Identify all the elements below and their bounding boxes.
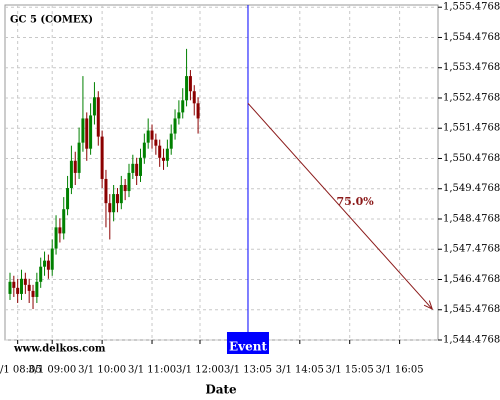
y-tick-label: 1,550.4768 [443, 153, 500, 164]
candle-body [85, 118, 89, 149]
y-tick-label: 1,553.4768 [443, 62, 500, 73]
y-tick-label: 1,547.4768 [443, 244, 500, 255]
y-tick-label: 1,552.4768 [443, 92, 500, 103]
chart-title: GC 5 (COMEX) [10, 15, 93, 26]
candle-body [108, 203, 112, 213]
x-tick-label: 3/1 13:05 [224, 365, 272, 376]
x-axis-label: Date [205, 383, 237, 397]
y-tick-label: 1,551.4768 [443, 123, 500, 134]
y-tick-label: 1,554.4768 [443, 32, 500, 43]
candle-body [81, 118, 85, 143]
candle-body [66, 188, 70, 210]
x-tick-label: 3/1 12:00 [176, 365, 224, 376]
candle-body [43, 260, 47, 267]
candle-body [20, 278, 24, 294]
projection-arrow [247, 102, 433, 310]
candle-body [192, 91, 196, 104]
candle-body [185, 76, 189, 101]
candle-body [100, 136, 104, 179]
candle-body [89, 115, 93, 149]
candle-body [115, 194, 119, 204]
candle-body [16, 287, 20, 294]
candle-body [131, 163, 135, 173]
candle-body [27, 284, 31, 291]
candle-body [127, 172, 131, 192]
x-tick-label: 3/1 08:05 [0, 365, 42, 376]
candle-body [35, 281, 39, 297]
y-tick-label: 1,548.4768 [443, 213, 500, 224]
y-tick-label: 1,545.4768 [443, 304, 500, 315]
x-tick-label: 3/1 09:00 [28, 365, 76, 376]
candle-body [150, 130, 154, 140]
x-tick-label: 3/1 16:05 [376, 365, 424, 376]
projection-label: 75.0% [336, 195, 374, 208]
candle-body [119, 185, 123, 204]
candle-body [31, 290, 35, 297]
arrow-head [423, 300, 434, 311]
candle-body [58, 227, 62, 234]
candle-body [177, 112, 181, 119]
candle-body [69, 160, 73, 189]
candle-body [123, 185, 127, 192]
y-tick-label: 1,549.4768 [443, 183, 500, 194]
event-box [226, 332, 269, 354]
candle-body [8, 281, 12, 294]
x-tick-label: 3/1 11:00 [128, 365, 176, 376]
candle-body [104, 178, 108, 204]
candle-body [73, 160, 77, 173]
candle-body [142, 142, 146, 158]
y-tick-label: 1,544.4768 [443, 335, 500, 346]
candle-body [39, 266, 43, 282]
candle-body [169, 133, 173, 149]
candle-body [77, 142, 81, 173]
candle-body [46, 260, 50, 270]
x-tick-label: 3/1 15:05 [326, 365, 374, 376]
event-label: Event [229, 340, 267, 354]
x-tick-label: 3/1 10:00 [78, 365, 126, 376]
candle-body [181, 100, 185, 113]
candle-body [196, 103, 200, 119]
candle-body [162, 157, 166, 161]
candle-body [188, 76, 192, 92]
candle-body [50, 248, 54, 270]
candle-body [62, 209, 66, 234]
candle-body [173, 118, 177, 134]
candle-body [23, 278, 27, 285]
y-tick-label: 1,555.4768 [443, 2, 500, 13]
candle-body [146, 130, 150, 143]
candle-body [165, 148, 169, 161]
candle-body [154, 139, 158, 146]
candle-body [96, 97, 100, 137]
y-tick-label: 1,546.4768 [443, 274, 500, 285]
candle-body [12, 281, 16, 288]
watermark: www.delkos.com [13, 344, 106, 355]
x-tick-label: 3/1 14:05 [276, 365, 324, 376]
candle-body [135, 163, 139, 176]
candle-body [139, 157, 143, 176]
candle-body [158, 145, 162, 158]
candle-body [54, 227, 58, 249]
candle-body [92, 97, 96, 116]
candle-body [112, 194, 116, 213]
